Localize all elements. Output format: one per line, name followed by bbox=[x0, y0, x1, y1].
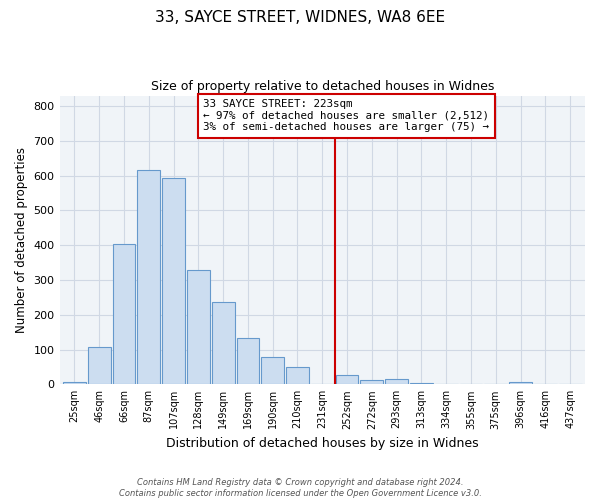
Y-axis label: Number of detached properties: Number of detached properties bbox=[15, 147, 28, 333]
Text: 33, SAYCE STREET, WIDNES, WA8 6EE: 33, SAYCE STREET, WIDNES, WA8 6EE bbox=[155, 10, 445, 25]
Bar bbox=[137, 170, 160, 384]
Bar bbox=[509, 382, 532, 384]
Bar bbox=[410, 382, 433, 384]
Text: 33 SAYCE STREET: 223sqm
← 97% of detached houses are smaller (2,512)
3% of semi-: 33 SAYCE STREET: 223sqm ← 97% of detache… bbox=[203, 99, 489, 132]
Bar bbox=[187, 270, 210, 384]
Bar bbox=[361, 380, 383, 384]
Bar bbox=[335, 376, 358, 384]
Bar bbox=[88, 347, 110, 385]
Title: Size of property relative to detached houses in Widnes: Size of property relative to detached ho… bbox=[151, 80, 494, 93]
Bar bbox=[236, 338, 259, 384]
Bar bbox=[162, 178, 185, 384]
X-axis label: Distribution of detached houses by size in Widnes: Distribution of detached houses by size … bbox=[166, 437, 479, 450]
Bar bbox=[261, 357, 284, 384]
Bar bbox=[113, 244, 136, 384]
Bar bbox=[63, 382, 86, 384]
Bar bbox=[212, 302, 235, 384]
Bar bbox=[286, 367, 309, 384]
Text: Contains HM Land Registry data © Crown copyright and database right 2024.
Contai: Contains HM Land Registry data © Crown c… bbox=[119, 478, 481, 498]
Bar bbox=[385, 378, 408, 384]
